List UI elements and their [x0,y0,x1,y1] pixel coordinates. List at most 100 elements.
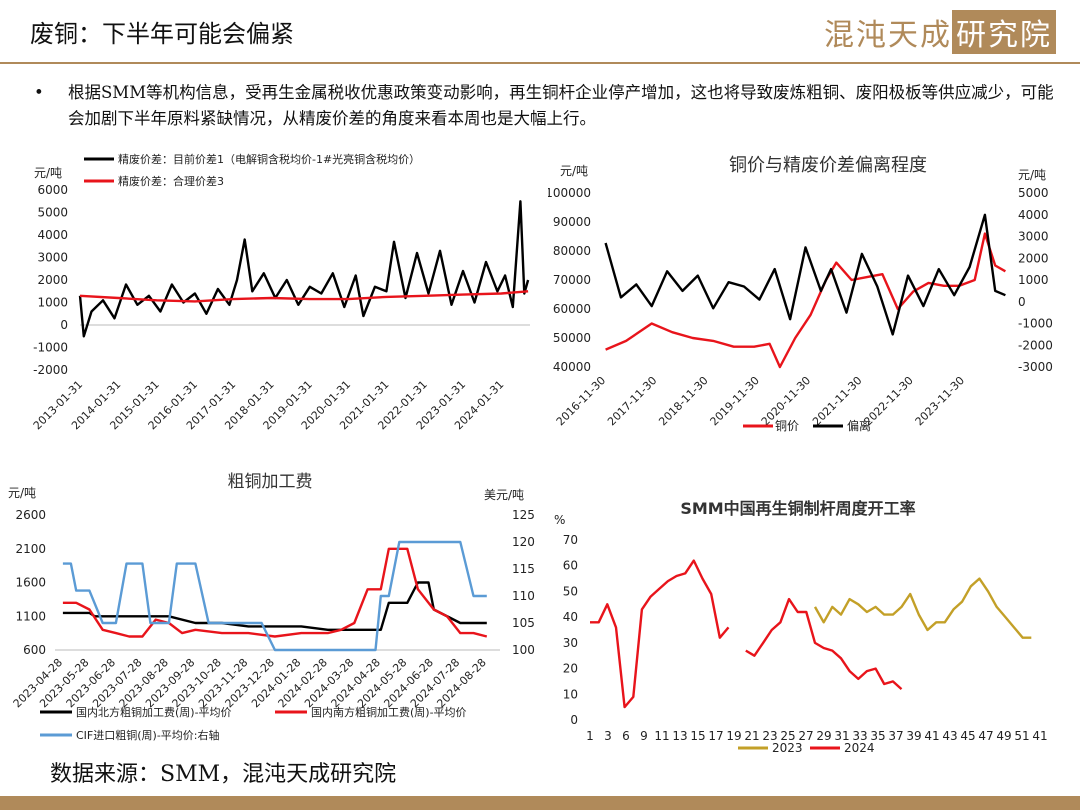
y2-axis-tick-4: 120 [512,535,535,549]
x-axis-tick-10: 23 [762,729,777,743]
y-axis-tick-5: 90000 [553,215,591,229]
x-axis-tick-6: 15 [690,729,705,743]
x-axis-tick-21: 45 [960,729,975,743]
x-axis-tick-12: 27 [798,729,813,743]
y2-axis-tick-3: 0 [1018,295,1026,309]
y2-axis-tick-3: 115 [512,562,535,576]
series-line-0 [605,232,1006,369]
x-axis-tick-0: 2016-11-30 [554,374,608,428]
x-axis-tick-5: 13 [672,729,687,743]
y2-axis-tick-2: 110 [512,589,535,603]
x-axis-tick-17: 37 [888,729,903,743]
series-line-0 [78,200,530,338]
x-axis-tick-2: 2018-11-30 [656,374,710,428]
x-axis-tick-2: 6 [622,729,630,743]
legend-label-2: CIF进口粗铜(周)-平均价:右轴 [76,728,220,742]
legend-label-0: 2023 [772,741,803,755]
y-axis-tick-8: 6000 [37,183,68,197]
x-axis-tick-11: 25 [780,729,795,743]
y2-axis-tick-4: 1000 [1018,273,1049,287]
series-line-0 [813,577,1032,639]
chart-title: 粗铜加工费 [228,472,313,492]
y-axis-tick-1: 1100 [15,609,46,623]
y2-axis-tick-7: 4000 [1018,208,1049,222]
x-axis-tick-3: 9 [640,729,648,743]
x-axis-tick-1: 2017-11-30 [605,374,659,428]
chart-price-spread: 元/吨-2000-1000010002000300040005000600020… [31,152,530,432]
y-axis-tick-4: 2600 [15,508,46,522]
y-axis-tick-3: 30 [563,636,578,650]
y-axis-tick-2: 20 [563,662,578,676]
x-axis-tick-15: 33 [852,729,867,743]
x-axis-tick-16: 35 [870,729,885,743]
series-line-1 [604,213,1006,336]
header-rule [0,62,1080,64]
y-axis-tick-0: 40000 [553,360,591,374]
x-axis-tick-8: 19 [726,729,741,743]
y2-axis-tick-8: 5000 [1018,186,1049,200]
legend-label-1: 国内南方粗铜加工费(周)-平均价 [311,705,467,719]
x-axis-tick-4: 11 [654,729,669,743]
y-axis-tick-6: 4000 [37,228,68,242]
y-axis-tick-4: 40 [563,610,578,624]
series-line-1 [79,290,529,303]
x-axis-tick-23: 49 [996,729,1011,743]
y-axis-tick-7: 5000 [37,206,68,220]
x-axis-tick-18: 39 [906,729,921,743]
series-line-1 [62,547,488,638]
y-axis-tick-3: 2100 [15,542,46,556]
logo-text-a: 混沌天成 [824,18,952,53]
y-axis-tick-1: 50000 [553,331,591,345]
x-axis-tick-25: 41 [1032,729,1047,743]
y2-axis-tick-2: -1000 [1018,317,1053,331]
y-axis-tick-4: 2000 [37,273,68,287]
y-axis-tick-0: 600 [23,643,46,657]
y-axis-tick-5: 3000 [37,251,68,265]
y-axis-tick-3: 70000 [553,273,591,287]
brand-logo: 混沌天成 研究院 [824,10,1056,54]
y2-axis-tick-1: -2000 [1018,338,1053,352]
series-line-0 [62,581,487,631]
y-axis-tick-7: 70 [563,533,578,547]
y-axis-tick-3: 1000 [37,296,68,310]
y-axis-tick-1: -1000 [33,341,68,355]
y-axis-tick-0: -2000 [33,363,68,377]
y2-axis-tick-5: 125 [512,508,535,522]
y2-axis-tick-6: 3000 [1018,230,1049,244]
y-axis-label: 元/吨 [34,166,62,180]
y2-axis-tick-0: -3000 [1018,360,1053,374]
page-title: 废铜：下半年可能会偏紧 [30,20,294,48]
x-axis-tick-13: 29 [816,729,831,743]
x-axis-tick-1: 3 [604,729,612,743]
y-axis-label: 元/吨 [560,164,588,178]
legend-label-1: 2024 [844,741,875,755]
y-axis-label: % [554,513,565,527]
y2-axis-label: 美元/吨 [484,488,524,502]
legend-label-0: 铜价 [775,418,799,433]
x-axis-tick-24: 51 [1014,729,1029,743]
x-axis-tick-14: 31 [834,729,849,743]
y-axis-tick-0: 0 [570,713,578,727]
chart-title: 铜价与精废价差偏离程度 [729,155,927,176]
y-axis-tick-2: 0 [60,318,68,332]
y-axis-tick-4: 80000 [553,244,591,258]
chart-title: SMM中国再生铜制杆周度开工率 [680,499,915,518]
y-axis-tick-5: 50 [563,584,578,598]
y-axis-tick-6: 60 [563,559,578,573]
x-axis-tick-9: 21 [744,729,759,743]
y-axis-label: 元/吨 [8,486,36,500]
legend-label-0: 精废价差：目前价差1（电解铜含税均价-1#光亮铜含税均价） [118,152,420,166]
bullet-marker: • [34,83,44,102]
series-line-1 [590,559,903,709]
y-axis-tick-1: 10 [563,687,578,701]
y2-axis-tick-5: 2000 [1018,251,1049,265]
x-axis-tick-7: 2023-11-30 [913,374,967,428]
y2-axis-tick-1: 105 [512,616,535,630]
footer-bar [0,796,1080,810]
x-axis-tick-22: 47 [978,729,993,743]
y-axis-tick-2: 60000 [553,302,591,316]
legend-label-1: 精废价差：合理价差3 [118,174,224,188]
